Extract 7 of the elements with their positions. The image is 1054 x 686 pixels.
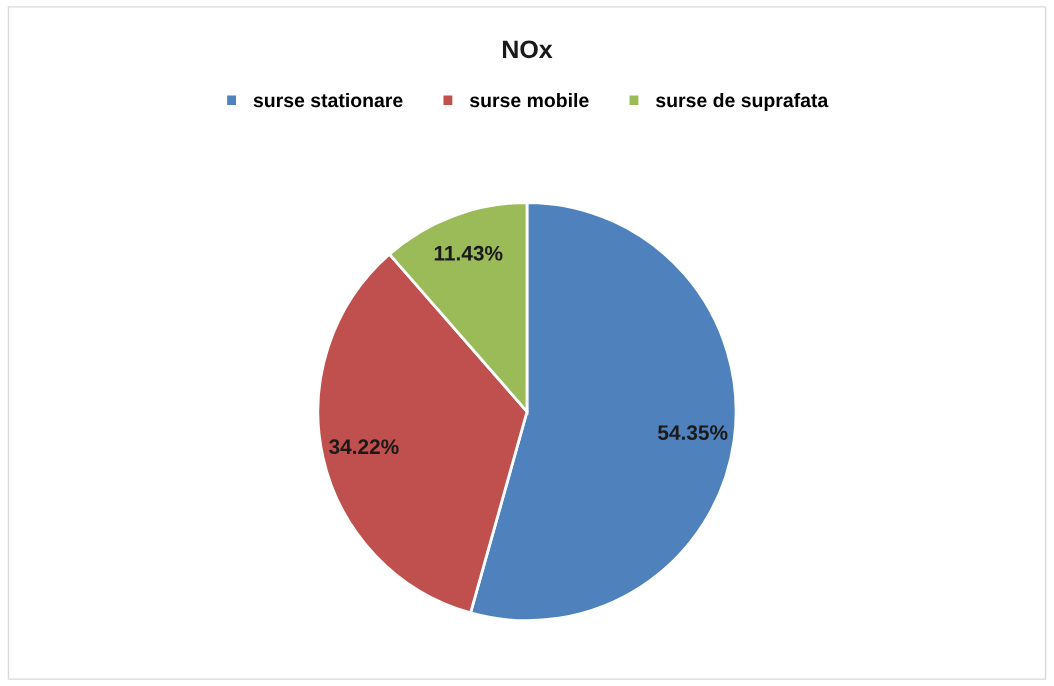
legend-label: surse de suprafata [656,92,829,112]
data-label: 34.22% [329,439,399,455]
chart-title: NOx [502,40,553,59]
data-label: 11.43% [434,245,503,261]
legend-label: surse mobile [469,92,589,108]
legend-label: surse stationare [253,92,403,108]
data-label: 54.35% [658,425,728,441]
